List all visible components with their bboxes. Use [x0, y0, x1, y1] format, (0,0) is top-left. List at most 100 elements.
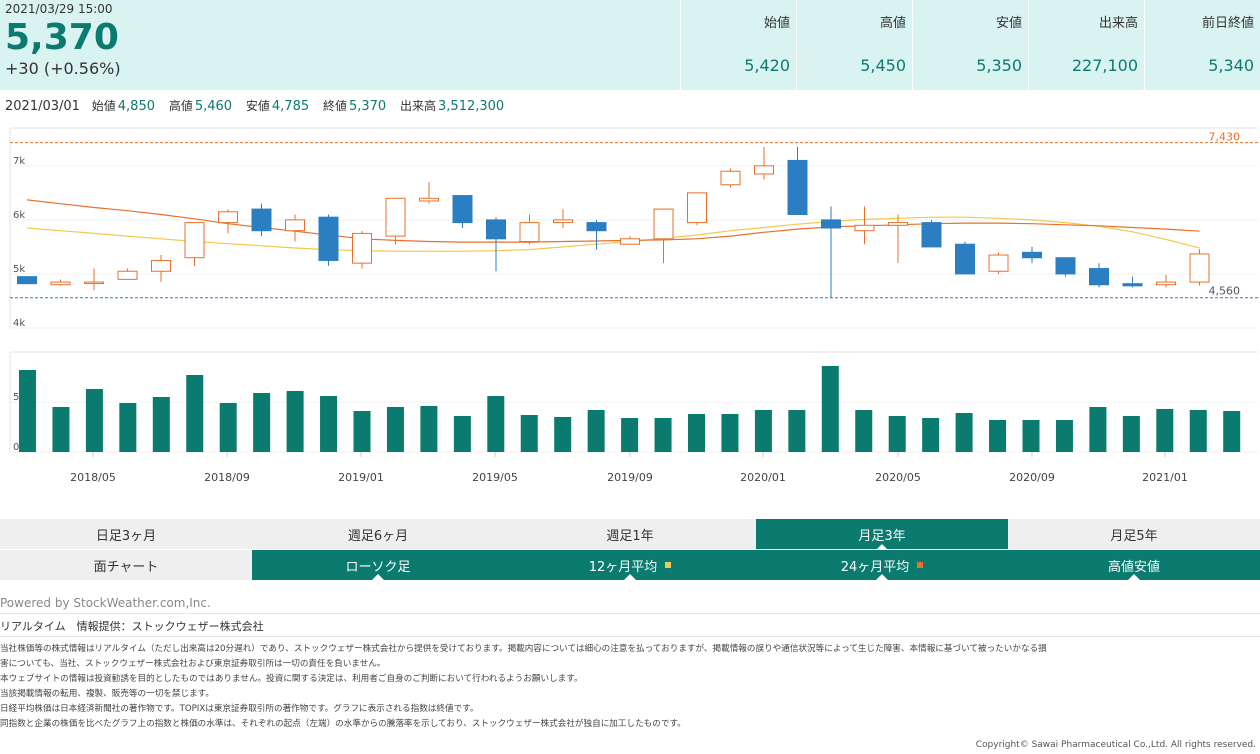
tab-area-chart[interactable]: 面チャート [0, 550, 252, 580]
candle-body [821, 219, 841, 229]
divider [0, 636, 1260, 637]
tab-high-low[interactable]: 高値安値 [1008, 550, 1260, 580]
candle-body [754, 165, 774, 175]
volume-bar [654, 418, 672, 452]
candle-body [385, 197, 406, 237]
volume-bar [788, 410, 806, 452]
data-provider: リアルタイム 情報提供：ストックウェザー株式会社 [0, 620, 264, 633]
volume-bar [1089, 407, 1107, 452]
candle-body [1189, 253, 1210, 283]
ma24-line [26, 216, 1200, 252]
tab-label: 24ヶ月平均 [840, 559, 910, 575]
tab-label: 月足5年 [1110, 528, 1158, 544]
quote-datetime: 2021/03/29 15:00 [5, 2, 113, 16]
price-change: +30 (+0.56%) [5, 59, 121, 78]
candle-body [486, 219, 506, 240]
candle-body [50, 281, 71, 286]
volume-bar [219, 403, 237, 452]
y-tick-label: 6k [13, 210, 25, 221]
stat-volume: 出来高 227,100 [1028, 0, 1144, 90]
disclaimer-line: 当該掲載情報の転用、複製、販売等の一切を禁じます。 [0, 689, 214, 699]
disclaimer-line: 同指数と企業の株価を比べたグラフ上の指数と株価の水準は、それぞれの起点（左端）の… [0, 719, 686, 729]
tab-label: 高値安値 [1107, 559, 1160, 575]
ohlc-volume: 3,512,300 [438, 99, 505, 114]
ohlc-open: 4,850 [117, 99, 155, 114]
tab-daily-3m[interactable]: 日足3ヶ月 [0, 519, 252, 549]
copyright: Copyright© Sawai Pharmaceutical Co.,Ltd.… [975, 740, 1256, 750]
tab-candlestick[interactable]: ローソク足 [252, 550, 504, 580]
volume-bar [487, 396, 505, 452]
candle-body [419, 197, 439, 202]
tab-monthly-5y[interactable]: 月足5年 [1008, 519, 1260, 549]
volume-bar [587, 410, 605, 452]
ma12-legend-swatch [665, 562, 672, 568]
volume-bar [955, 413, 973, 452]
x-tick-label: 2018/09 [204, 471, 250, 484]
stat-low: 安値 5,350 [912, 0, 1028, 90]
candle-body [251, 208, 272, 232]
high-marker-label: 7,430 [1209, 131, 1241, 144]
quote-summary: 2021/03/29 15:00 5,370 +30 (+0.56%) [5, 2, 121, 78]
stat-high: 高値 5,450 [796, 0, 912, 90]
x-tick-label: 2019/01 [338, 471, 384, 484]
volume-bar [621, 418, 639, 452]
volume-bar [688, 414, 705, 452]
volume-bar [721, 414, 739, 452]
candle-body [151, 259, 171, 272]
y-tick-label: 4k [13, 318, 25, 329]
volume-bar [119, 403, 137, 452]
tab-label: ローソク足 [345, 559, 411, 575]
tab-label: 日足3ヶ月 [95, 528, 157, 544]
ohlc-low-label: 安値 [245, 99, 270, 113]
volume-bar [19, 370, 36, 452]
ohlc-high-label: 高値 [168, 99, 193, 113]
volume-bar [1122, 416, 1140, 452]
tab-ma-12[interactable]: 12ヶ月平均 [504, 550, 756, 580]
candle-body [285, 219, 305, 232]
ohlc-high: 5,460 [194, 99, 233, 114]
candle-body [1089, 268, 1109, 286]
quote-header: 2021/03/29 15:00 5,370 +30 (+0.56%) 始値 5… [0, 0, 1260, 90]
stat-label: 高値 [879, 16, 906, 31]
volume-bar [520, 415, 538, 452]
volume-tick-label: 0 [13, 442, 19, 453]
candle-body [620, 238, 640, 245]
stat-value: 5,350 [976, 56, 1022, 75]
current-price: 5,370 [5, 17, 119, 58]
disclaimer-line: 害についても、当社、ストックウェザー株式会社および東京証券取引所は一切の責任を負… [0, 659, 386, 669]
tab-ma-24[interactable]: 24ヶ月平均 [756, 550, 1008, 580]
candle-body [888, 222, 908, 226]
candle-body [17, 276, 37, 285]
candle-body [921, 222, 942, 248]
volume-bar [1156, 409, 1174, 452]
stat-label: 始値 [763, 16, 790, 31]
volume-bar [821, 366, 839, 452]
stat-prev-close: 前日終値 5,340 [1144, 0, 1260, 90]
volume-bar [453, 416, 471, 452]
candle-body [955, 243, 975, 275]
stat-value: 5,420 [744, 56, 790, 75]
x-tick-label: 2021/01 [1142, 471, 1188, 484]
volume-bar [754, 410, 772, 452]
candle-body [720, 170, 741, 186]
tab-weekly-1y[interactable]: 週足1年 [504, 519, 756, 549]
candle-body [352, 232, 372, 264]
volume-bar [286, 391, 304, 452]
x-tick-label: 2019/05 [472, 471, 518, 484]
candle-body [653, 208, 674, 240]
candle-body [787, 159, 808, 215]
stat-value: 5,340 [1208, 56, 1254, 75]
volume-bar [253, 393, 271, 452]
candle-body [553, 219, 573, 224]
y-tick-label: 5k [13, 264, 25, 275]
candle-body [1055, 257, 1076, 275]
candle-body [854, 224, 875, 232]
stat-value: 5,450 [860, 56, 906, 75]
stock-chart[interactable]: 4k5k6k7k7,4304,56005m2018/052018/092019/… [0, 125, 1260, 495]
candle-body [117, 270, 138, 280]
disclaimer-line: 本ウェブサイトの情報は投資勧誘を目的としたものではありません。投資に関する決定は… [0, 674, 583, 684]
tab-weekly-6m[interactable]: 週足6ヶ月 [252, 519, 504, 549]
tab-monthly-3y[interactable]: 月足3年 [756, 519, 1008, 550]
range-tabs: 日足3ヶ月 週足6ヶ月 週足1年 月足3年 月足5年 [0, 519, 1260, 550]
ohlc-open-label: 始値 [91, 99, 116, 113]
